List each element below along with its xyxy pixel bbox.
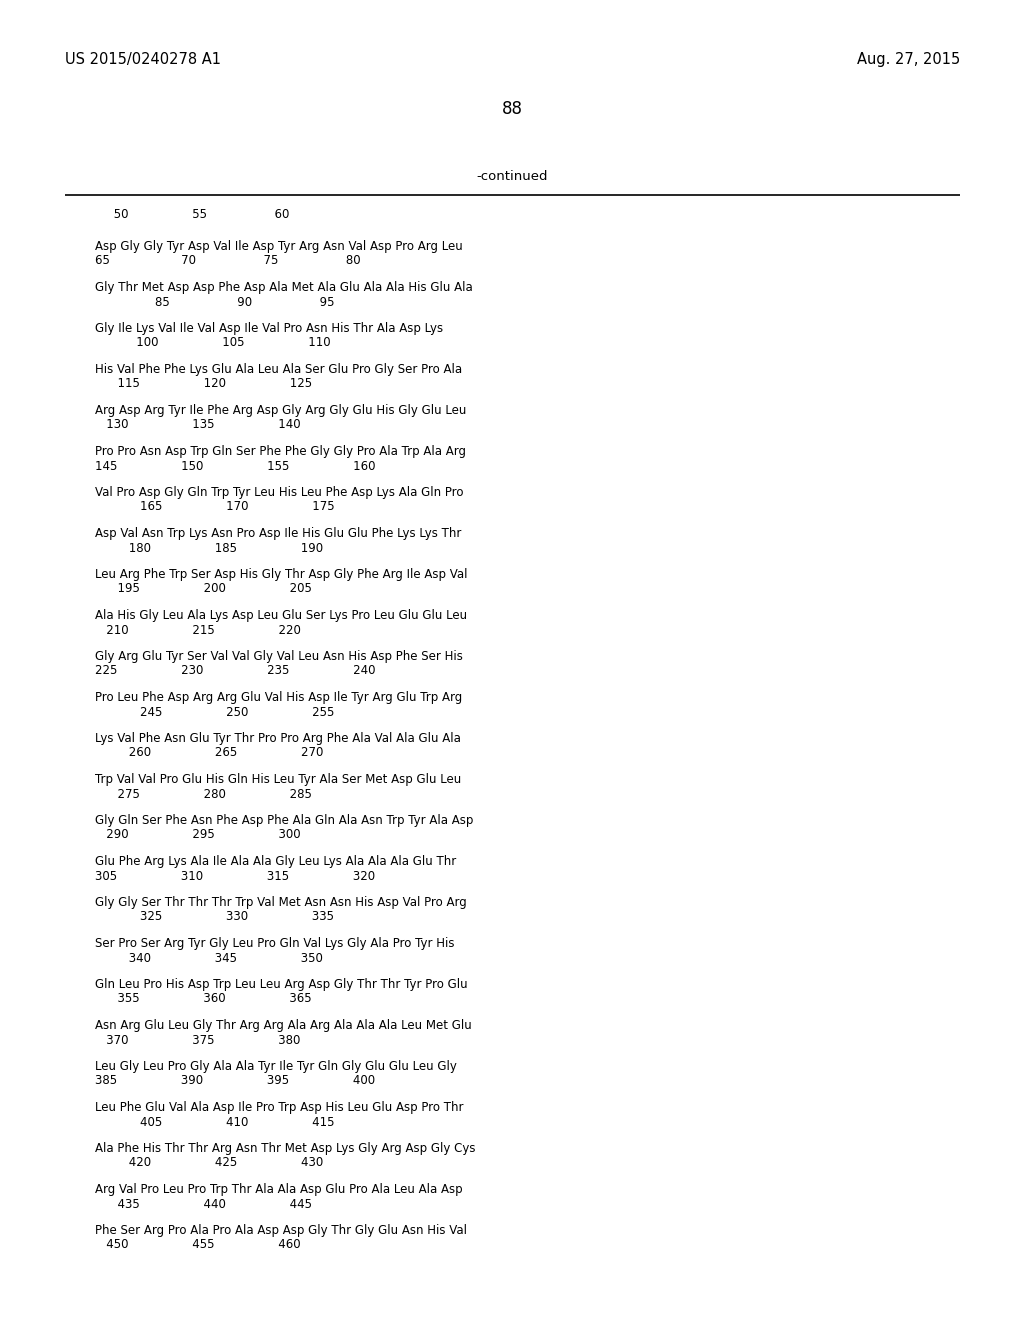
Text: Arg Asp Arg Tyr Ile Phe Arg Asp Gly Arg Gly Glu His Gly Glu Leu: Arg Asp Arg Tyr Ile Phe Arg Asp Gly Arg …	[95, 404, 466, 417]
Text: Leu Arg Phe Trp Ser Asp His Gly Thr Asp Gly Phe Arg Ile Asp Val: Leu Arg Phe Trp Ser Asp His Gly Thr Asp …	[95, 568, 468, 581]
Text: 180                 185                 190: 180 185 190	[95, 541, 324, 554]
Text: Gln Leu Pro His Asp Trp Leu Leu Arg Asp Gly Thr Thr Tyr Pro Glu: Gln Leu Pro His Asp Trp Leu Leu Arg Asp …	[95, 978, 468, 991]
Text: Ser Pro Ser Arg Tyr Gly Leu Pro Gln Val Lys Gly Ala Pro Tyr His: Ser Pro Ser Arg Tyr Gly Leu Pro Gln Val …	[95, 937, 455, 950]
Text: Lys Val Phe Asn Glu Tyr Thr Pro Pro Arg Phe Ala Val Ala Glu Ala: Lys Val Phe Asn Glu Tyr Thr Pro Pro Arg …	[95, 733, 461, 744]
Text: Gly Gly Ser Thr Thr Thr Trp Val Met Asn Asn His Asp Val Pro Arg: Gly Gly Ser Thr Thr Thr Trp Val Met Asn …	[95, 896, 467, 909]
Text: Gly Gln Ser Phe Asn Phe Asp Phe Ala Gln Ala Asn Trp Tyr Ala Asp: Gly Gln Ser Phe Asn Phe Asp Phe Ala Gln …	[95, 814, 473, 828]
Text: Val Pro Asp Gly Gln Trp Tyr Leu His Leu Phe Asp Lys Ala Gln Pro: Val Pro Asp Gly Gln Trp Tyr Leu His Leu …	[95, 486, 464, 499]
Text: Asn Arg Glu Leu Gly Thr Arg Arg Ala Arg Ala Ala Ala Leu Met Glu: Asn Arg Glu Leu Gly Thr Arg Arg Ala Arg …	[95, 1019, 472, 1032]
Text: 290                 295                 300: 290 295 300	[95, 829, 301, 842]
Text: 88: 88	[502, 100, 522, 117]
Text: 355                 360                 365: 355 360 365	[95, 993, 311, 1006]
Text: Gly Arg Glu Tyr Ser Val Val Gly Val Leu Asn His Asp Phe Ser His: Gly Arg Glu Tyr Ser Val Val Gly Val Leu …	[95, 649, 463, 663]
Text: 85                  90                  95: 85 90 95	[95, 296, 335, 309]
Text: US 2015/0240278 A1: US 2015/0240278 A1	[65, 51, 221, 67]
Text: 385                 390                 395                 400: 385 390 395 400	[95, 1074, 375, 1088]
Text: Trp Val Val Pro Glu His Gln His Leu Tyr Ala Ser Met Asp Glu Leu: Trp Val Val Pro Glu His Gln His Leu Tyr …	[95, 774, 461, 785]
Text: 225                 230                 235                 240: 225 230 235 240	[95, 664, 376, 677]
Text: 340                 345                 350: 340 345 350	[95, 952, 323, 965]
Text: 405                 410                 415: 405 410 415	[95, 1115, 335, 1129]
Text: 130                 135                 140: 130 135 140	[95, 418, 301, 432]
Text: Gly Thr Met Asp Asp Phe Asp Ala Met Ala Glu Ala Ala His Glu Ala: Gly Thr Met Asp Asp Phe Asp Ala Met Ala …	[95, 281, 473, 294]
Text: 245                 250                 255: 245 250 255	[95, 705, 335, 718]
Text: Glu Phe Arg Lys Ala Ile Ala Ala Gly Leu Lys Ala Ala Ala Glu Thr: Glu Phe Arg Lys Ala Ile Ala Ala Gly Leu …	[95, 855, 457, 869]
Text: 115                 120                 125: 115 120 125	[95, 378, 312, 391]
Text: 305                 310                 315                 320: 305 310 315 320	[95, 870, 375, 883]
Text: Gly Ile Lys Val Ile Val Asp Ile Val Pro Asn His Thr Ala Asp Lys: Gly Ile Lys Val Ile Val Asp Ile Val Pro …	[95, 322, 443, 335]
Text: 100                 105                 110: 100 105 110	[95, 337, 331, 350]
Text: 195                 200                 205: 195 200 205	[95, 582, 312, 595]
Text: Pro Leu Phe Asp Arg Arg Glu Val His Asp Ile Tyr Arg Glu Trp Arg: Pro Leu Phe Asp Arg Arg Glu Val His Asp …	[95, 690, 462, 704]
Text: 435                 440                 445: 435 440 445	[95, 1197, 312, 1210]
Text: 50                 55                  60: 50 55 60	[95, 209, 290, 220]
Text: Ala His Gly Leu Ala Lys Asp Leu Glu Ser Lys Pro Leu Glu Glu Leu: Ala His Gly Leu Ala Lys Asp Leu Glu Ser …	[95, 609, 467, 622]
Text: Asp Val Asn Trp Lys Asn Pro Asp Ile His Glu Glu Phe Lys Lys Thr: Asp Val Asn Trp Lys Asn Pro Asp Ile His …	[95, 527, 462, 540]
Text: 260                 265                 270: 260 265 270	[95, 747, 324, 759]
Text: Phe Ser Arg Pro Ala Pro Ala Asp Asp Gly Thr Gly Glu Asn His Val: Phe Ser Arg Pro Ala Pro Ala Asp Asp Gly …	[95, 1224, 467, 1237]
Text: Arg Val Pro Leu Pro Trp Thr Ala Ala Asp Glu Pro Ala Leu Ala Asp: Arg Val Pro Leu Pro Trp Thr Ala Ala Asp …	[95, 1183, 463, 1196]
Text: 145                 150                 155                 160: 145 150 155 160	[95, 459, 376, 473]
Text: Pro Pro Asn Asp Trp Gln Ser Phe Phe Gly Gly Pro Ala Trp Ala Arg: Pro Pro Asn Asp Trp Gln Ser Phe Phe Gly …	[95, 445, 466, 458]
Text: 420                 425                 430: 420 425 430	[95, 1156, 324, 1170]
Text: Leu Phe Glu Val Ala Asp Ile Pro Trp Asp His Leu Glu Asp Pro Thr: Leu Phe Glu Val Ala Asp Ile Pro Trp Asp …	[95, 1101, 464, 1114]
Text: Leu Gly Leu Pro Gly Ala Ala Tyr Ile Tyr Gln Gly Glu Glu Leu Gly: Leu Gly Leu Pro Gly Ala Ala Tyr Ile Tyr …	[95, 1060, 457, 1073]
Text: 65                   70                  75                  80: 65 70 75 80	[95, 255, 360, 268]
Text: 165                 170                 175: 165 170 175	[95, 500, 335, 513]
Text: Ala Phe His Thr Thr Arg Asn Thr Met Asp Lys Gly Arg Asp Gly Cys: Ala Phe His Thr Thr Arg Asn Thr Met Asp …	[95, 1142, 475, 1155]
Text: His Val Phe Phe Lys Glu Ala Leu Ala Ser Glu Pro Gly Ser Pro Ala: His Val Phe Phe Lys Glu Ala Leu Ala Ser …	[95, 363, 462, 376]
Text: 275                 280                 285: 275 280 285	[95, 788, 312, 800]
Text: Asp Gly Gly Tyr Asp Val Ile Asp Tyr Arg Asn Val Asp Pro Arg Leu: Asp Gly Gly Tyr Asp Val Ile Asp Tyr Arg …	[95, 240, 463, 253]
Text: 370                 375                 380: 370 375 380	[95, 1034, 300, 1047]
Text: Aug. 27, 2015: Aug. 27, 2015	[857, 51, 961, 67]
Text: 210                 215                 220: 210 215 220	[95, 623, 301, 636]
Text: 325                 330                 335: 325 330 335	[95, 911, 334, 924]
Text: -continued: -continued	[476, 170, 548, 183]
Text: 450                 455                 460: 450 455 460	[95, 1238, 301, 1251]
